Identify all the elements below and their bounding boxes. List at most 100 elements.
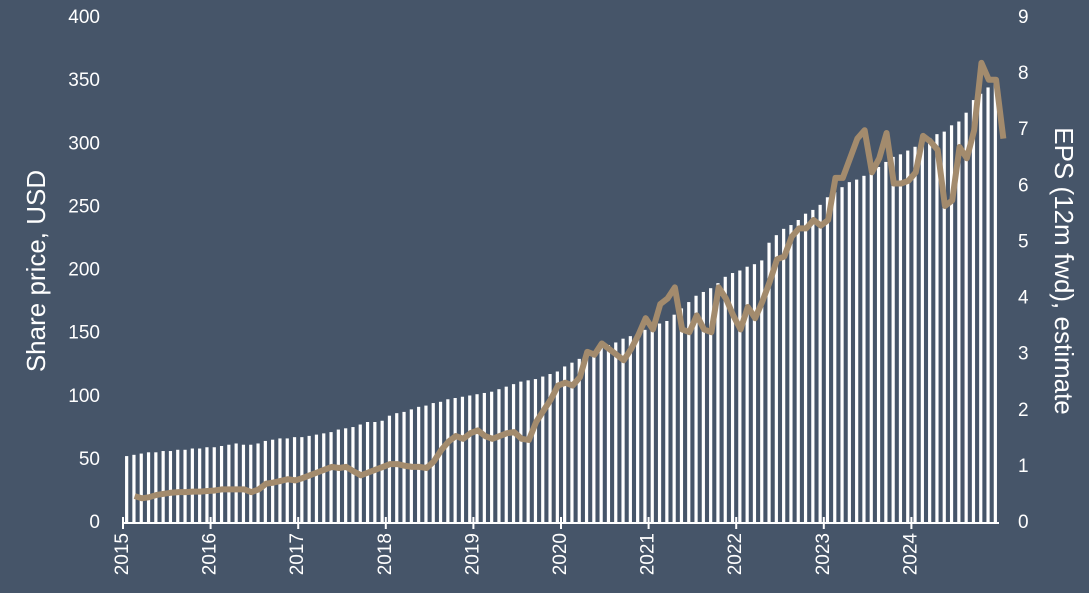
bar bbox=[796, 220, 800, 523]
bar bbox=[599, 347, 603, 523]
bar bbox=[679, 308, 684, 523]
x-tick-label: 2018 bbox=[375, 533, 396, 575]
bar bbox=[847, 182, 851, 523]
bar bbox=[957, 121, 961, 524]
bar bbox=[709, 288, 713, 523]
y-tick-label: 50 bbox=[79, 449, 100, 470]
bar bbox=[146, 452, 151, 523]
y2-tick-label: 5 bbox=[1018, 231, 1029, 252]
bar bbox=[548, 374, 552, 523]
bar bbox=[533, 379, 538, 523]
bar bbox=[964, 112, 968, 523]
bar bbox=[716, 283, 720, 523]
bar bbox=[811, 209, 815, 523]
bar bbox=[541, 376, 545, 523]
bar bbox=[482, 392, 486, 523]
bar bbox=[387, 415, 392, 523]
y-tick-label: 200 bbox=[68, 260, 100, 281]
bar bbox=[876, 166, 881, 523]
bar bbox=[453, 398, 457, 523]
bar bbox=[198, 448, 202, 523]
bar bbox=[898, 154, 903, 523]
y2-tick-label: 4 bbox=[1018, 288, 1029, 309]
bar bbox=[344, 428, 348, 523]
bar bbox=[219, 445, 224, 523]
y2-tick-label: 8 bbox=[1018, 63, 1029, 84]
y-axis-title: Share price, USD bbox=[21, 170, 51, 372]
y-tick-label: 400 bbox=[68, 7, 100, 28]
y2-tick-label: 6 bbox=[1018, 175, 1029, 196]
bar bbox=[621, 338, 625, 523]
y2-tick-label: 0 bbox=[1018, 512, 1029, 533]
bar bbox=[161, 451, 165, 523]
bar bbox=[935, 134, 939, 523]
bar bbox=[657, 323, 662, 523]
bar bbox=[234, 443, 238, 523]
bar bbox=[993, 78, 997, 523]
x-tick-label: 2020 bbox=[550, 533, 571, 575]
bar bbox=[687, 302, 691, 523]
bar bbox=[672, 314, 676, 523]
bar bbox=[730, 273, 735, 523]
bar bbox=[767, 242, 771, 523]
bar bbox=[570, 362, 574, 523]
bar bbox=[636, 333, 640, 523]
bar bbox=[504, 386, 508, 523]
bar bbox=[322, 433, 326, 523]
bar bbox=[789, 225, 793, 524]
bar bbox=[643, 329, 647, 523]
x-tick-label: 2023 bbox=[813, 533, 834, 575]
bar bbox=[227, 444, 231, 523]
bar bbox=[694, 295, 698, 523]
bar bbox=[424, 405, 428, 523]
bar bbox=[782, 228, 786, 523]
y2-tick-label: 7 bbox=[1018, 119, 1029, 140]
x-tick-label: 2016 bbox=[200, 533, 221, 575]
bar bbox=[913, 146, 917, 523]
bar bbox=[329, 432, 333, 523]
bar bbox=[475, 394, 479, 523]
bar bbox=[314, 434, 319, 523]
bar bbox=[584, 355, 589, 523]
bar bbox=[190, 448, 194, 523]
bar bbox=[723, 276, 727, 523]
x-tick-label: 2022 bbox=[725, 533, 746, 575]
bar bbox=[490, 391, 494, 523]
y-tick-label: 250 bbox=[68, 196, 100, 217]
bar bbox=[336, 429, 340, 523]
x-tick-label: 2024 bbox=[900, 533, 921, 576]
bar bbox=[949, 125, 954, 523]
bar bbox=[460, 396, 465, 523]
y-tick-label: 0 bbox=[89, 512, 100, 533]
bar bbox=[212, 447, 216, 523]
bar bbox=[833, 192, 837, 523]
x-tick-label: 2021 bbox=[638, 533, 659, 575]
bar bbox=[380, 420, 384, 523]
y-tick-label: 300 bbox=[68, 133, 100, 154]
y-tick-label: 350 bbox=[68, 70, 100, 91]
bar bbox=[446, 399, 450, 523]
bar bbox=[577, 358, 581, 523]
x-tick-label: 2019 bbox=[462, 533, 483, 575]
bar bbox=[818, 204, 822, 523]
bar bbox=[971, 100, 976, 523]
bar bbox=[205, 447, 209, 523]
bar bbox=[351, 427, 355, 523]
bar bbox=[249, 444, 253, 523]
bar bbox=[438, 401, 443, 523]
bar bbox=[592, 351, 596, 523]
bar bbox=[803, 213, 808, 523]
bar bbox=[256, 443, 260, 523]
y-tick-label: 150 bbox=[68, 323, 100, 344]
bar bbox=[745, 266, 749, 523]
bar bbox=[840, 187, 844, 524]
bar bbox=[752, 264, 757, 523]
bar bbox=[468, 395, 472, 523]
bar bbox=[606, 344, 611, 523]
bar bbox=[665, 321, 669, 523]
y-tick-label: 100 bbox=[68, 386, 100, 407]
bar bbox=[519, 381, 523, 523]
bar bbox=[920, 141, 924, 523]
bar bbox=[168, 451, 173, 523]
